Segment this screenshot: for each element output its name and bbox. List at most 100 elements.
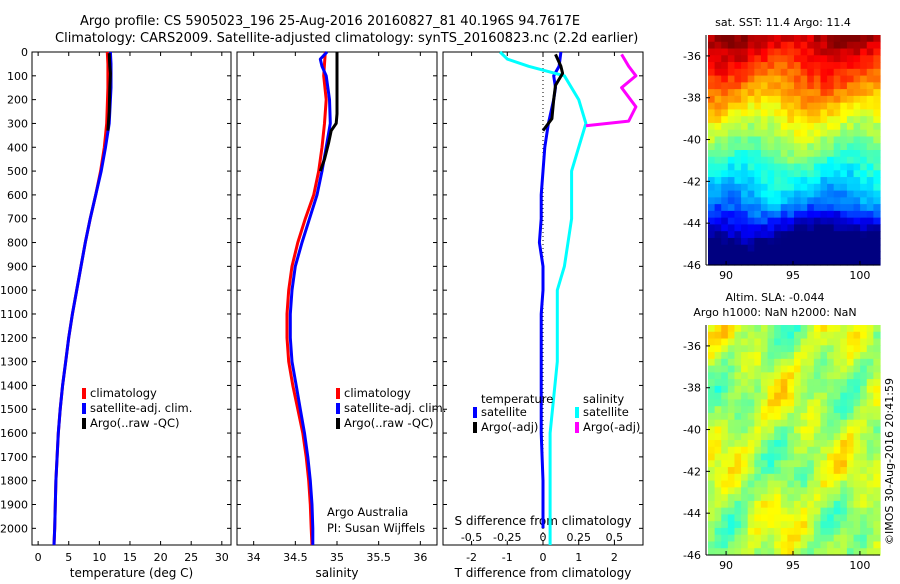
sst-cell [866,136,874,144]
sla-cell [853,399,861,407]
sst-cell [727,190,736,198]
sla-cell [820,379,828,387]
sst-cell [840,35,848,43]
sla-cell [747,385,755,394]
sst-cell [774,258,782,266]
sst-cell [866,89,874,97]
sla-cell [860,365,868,373]
sst-cell [820,231,828,239]
sst-cell [727,122,736,131]
sst-cell [807,109,815,117]
sla-cell [813,446,822,455]
sst-cell [787,68,795,77]
sst-cell [741,55,749,63]
sla-cell [840,440,848,448]
sla-cell [767,507,775,516]
sla-cell [787,460,795,468]
sla-cell [853,338,861,346]
sst-cell [754,163,762,171]
sla-cell [873,419,881,428]
sla-cell [794,507,802,516]
sla-cell [827,399,835,407]
sst-cell [840,150,848,158]
sla-cell [754,406,762,414]
sla-cell [800,467,808,475]
sla-cell [860,419,868,428]
sla-cell [840,358,848,367]
sla-cell [754,419,762,428]
sst-cell [741,68,749,77]
legend-swatch [82,418,86,429]
sla-cell [827,487,835,495]
sst-cell [721,197,729,205]
sst-cell [734,122,742,131]
sla-cell [833,467,841,475]
sla-cell [833,480,841,488]
sla-cell [827,426,835,434]
sst-cell [780,258,788,266]
sst-cell [727,89,736,97]
sst-cell [794,251,802,259]
sst-cell [760,224,769,232]
sla-cell [840,392,848,401]
difference-series-line [541,53,565,132]
sst-cell [860,109,868,117]
sla-cell [774,345,782,353]
sla-cell [760,460,769,468]
sst-cell [787,163,795,171]
sla-cell [820,419,828,428]
sla-cell [840,467,848,475]
sst-cell [708,177,716,185]
sst-cell [780,143,788,151]
sla-cell [708,467,716,475]
sst-cell [794,89,802,97]
sla-cell [760,331,769,340]
sla-cell [760,507,769,516]
sla-cell [807,507,815,516]
sst-cell [800,75,808,83]
sst-cell [833,183,841,192]
sla-cell [827,325,835,333]
sst-cell [807,89,815,97]
y-tick-label: 1200 [0,332,28,345]
sst-cell [840,75,848,83]
sst-cell [741,82,749,90]
sst-cell [860,68,868,77]
sla-cell [747,365,755,373]
sst-cell [794,41,802,50]
sla-cell [873,534,881,543]
sla-cell [807,325,815,333]
sla-cell [774,412,782,421]
sla-cell [747,352,755,360]
sla-cell [820,331,828,340]
sla-cell [873,480,881,488]
sla-cell [833,325,841,333]
sst-cell [774,55,782,63]
sla-cell [800,419,808,428]
sla-cell [747,345,755,353]
sla-cell [767,453,775,461]
sst-cell [774,48,782,56]
sla-cell [714,379,722,387]
sst-cell [754,244,762,253]
sst-cell [827,136,835,144]
sst-cell [846,231,855,239]
sst-cell [714,244,722,253]
sst-cell [760,244,769,253]
sst-cell [840,258,848,266]
sst-cell [780,35,788,43]
x-tick-label: 15 [123,551,137,564]
sst-cell [813,41,822,50]
sst-cell [840,224,848,232]
sst-cell [714,163,722,171]
sla-cell [820,453,828,461]
sst-cell [853,48,861,56]
sst-cell [721,95,729,104]
sla-cell [807,352,815,360]
sst-cell [734,183,742,192]
sst-cell [787,183,795,192]
sst-cell [860,177,868,185]
sst-cell [840,197,848,205]
sst-cell [787,224,795,232]
sla-cell [721,419,729,428]
